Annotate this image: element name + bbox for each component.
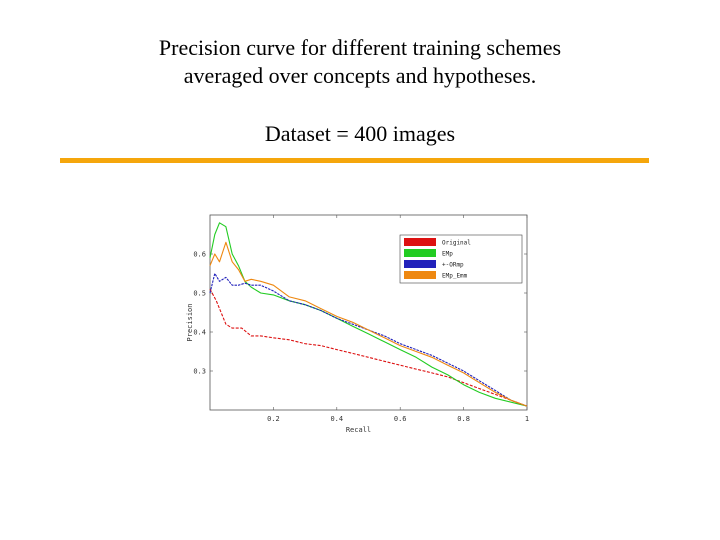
x-tick-label: 0.6 (394, 415, 407, 423)
title-line-1: Precision curve for different training s… (158, 35, 562, 60)
legend-label: Original (442, 240, 471, 247)
series-line-4 (209, 241, 528, 407)
dataset-subtitle: Dataset = 400 images (264, 121, 456, 146)
x-tick-label: 1 (525, 415, 529, 423)
legend-label: EMp_Emm (442, 273, 468, 280)
series-line-2 (209, 222, 528, 407)
y-axis-label: Precision (186, 304, 194, 342)
title-divider-rule (60, 158, 649, 163)
legend-swatch (404, 238, 436, 246)
legend-label: +-ORmp (442, 262, 464, 269)
legend-label: EMp (442, 251, 453, 258)
legend-swatch (404, 249, 436, 257)
x-tick-label: 0.4 (330, 415, 343, 423)
y-tick-label: 0.4 (193, 329, 206, 337)
plot-frame (209, 214, 528, 411)
series-line-3 (209, 272, 528, 407)
x-axis-label: Recall (346, 426, 371, 434)
legend-swatch (404, 271, 436, 279)
series-line-1 (209, 288, 528, 407)
legend-swatch (404, 260, 436, 268)
x-tick-label: 0.8 (457, 415, 470, 423)
y-tick-label: 0.6 (193, 251, 206, 259)
y-tick-label: 0.3 (193, 368, 206, 376)
slide-title: Precision curve for different training s… (0, 34, 720, 90)
precision-recall-chart: 0.2 0.4 0.6 0.8 1 0.3 0.4 0.5 0.6 Recall Precision… (186, 214, 529, 434)
title-line-2: averaged over concepts and hypotheses. (183, 63, 537, 88)
y-tick-label: 0.5 (193, 290, 206, 298)
x-tick-label: 0.2 (267, 415, 280, 423)
